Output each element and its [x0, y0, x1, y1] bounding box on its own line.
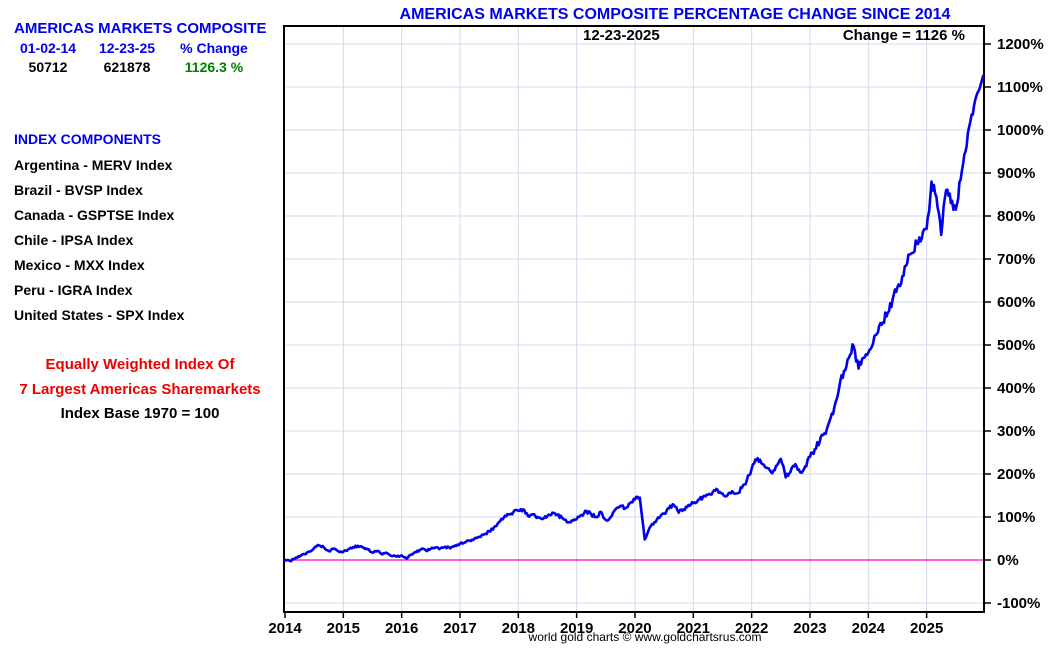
sidebar-title: AMERICAS MARKETS COMPOSITE: [14, 20, 267, 37]
component-peru: Peru - IGRA Index: [14, 282, 133, 298]
index-components-list: Argentina - MERV Index Brazil - BVSP Ind…: [14, 153, 184, 328]
y-axis-label: 1000%: [997, 122, 1044, 139]
annotation-last-date: 12-23-2025: [583, 27, 660, 44]
x-axis-label: 2022: [735, 620, 768, 637]
stats-header-row: 01-02-14 12-23-25 % Change: [16, 40, 254, 56]
plot-svg: 1200% 1100% 1000% 900% 800% 700% 600% 500% 400% 3…: [268, 27, 1044, 637]
plot-area: 1200% 1100% 1000% 900% 800% 700% 600% 500% 400% 3…: [268, 25, 1044, 637]
y-axis-label: 1200%: [997, 36, 1044, 53]
y-axis-label: 100%: [997, 509, 1035, 526]
y-axis-label: 0%: [997, 552, 1019, 569]
component-united-states: United States - SPX Index: [14, 307, 185, 323]
x-axis-label: 2020: [618, 620, 651, 637]
x-axis-label: 2014: [268, 620, 302, 637]
y-axis-label: 700%: [997, 251, 1035, 268]
stats-start-value: 50712: [28, 59, 68, 75]
x-axis-label: 2021: [677, 620, 710, 637]
x-axis-label: 2015: [327, 620, 360, 637]
x-axis-label: 2018: [502, 620, 535, 637]
y-axis-label: 800%: [997, 208, 1035, 225]
chart-title: AMERICAS MARKETS COMPOSITE PERCENTAGE CH…: [399, 6, 951, 23]
y-axis-label: 500%: [997, 337, 1035, 354]
stats-start-date: 01-02-14: [19, 40, 77, 56]
footnote-seven-largest: 7 Largest Americas Sharemarkets: [19, 381, 261, 398]
stats-end-value: 621878: [103, 59, 151, 75]
copyright-footer: world gold charts © www.goldchartsrus.co…: [528, 630, 762, 644]
y-axis-label: 400%: [997, 380, 1035, 397]
footnote-equally-weighted: Equally Weighted Index Of: [45, 356, 235, 373]
footnote-index-base: Index Base 1970 = 100: [60, 405, 220, 422]
x-axis-label: 2024: [852, 620, 886, 637]
component-chile: Chile - IPSA Index: [14, 232, 134, 248]
component-argentina: Argentina - MERV Index: [14, 157, 173, 173]
component-mexico: Mexico - MXX Index: [14, 257, 145, 273]
x-axis-label: 2017: [443, 620, 476, 637]
stats-change-header: % Change: [180, 40, 248, 56]
y-axis-label: 1100%: [997, 79, 1043, 96]
stats-value-row: 50712 621878 1126.3 %: [16, 59, 254, 75]
stats-end-date: 12-23-25: [98, 40, 156, 56]
component-canada: Canada - GSPTSE Index: [14, 207, 175, 223]
y-axis-label: 300%: [997, 423, 1035, 440]
composite-series-line: [283, 74, 985, 563]
y-axis-label: 900%: [997, 165, 1035, 182]
x-axis-label: 2023: [793, 620, 826, 637]
y-axis-label: -100%: [997, 595, 1040, 612]
x-axis-label: 2025: [910, 620, 943, 637]
index-components-header: INDEX COMPONENTS: [14, 131, 162, 147]
stats-change-value: 1126.3 %: [184, 59, 244, 75]
annotation-change: Change = 1126 %: [842, 27, 965, 44]
x-axis-label: 2019: [560, 620, 593, 637]
x-axis-label: 2016: [385, 620, 418, 637]
component-brazil: Brazil - BVSP Index: [14, 182, 143, 198]
y-axis-label: 200%: [997, 466, 1035, 483]
y-axis-label: 600%: [997, 294, 1035, 311]
